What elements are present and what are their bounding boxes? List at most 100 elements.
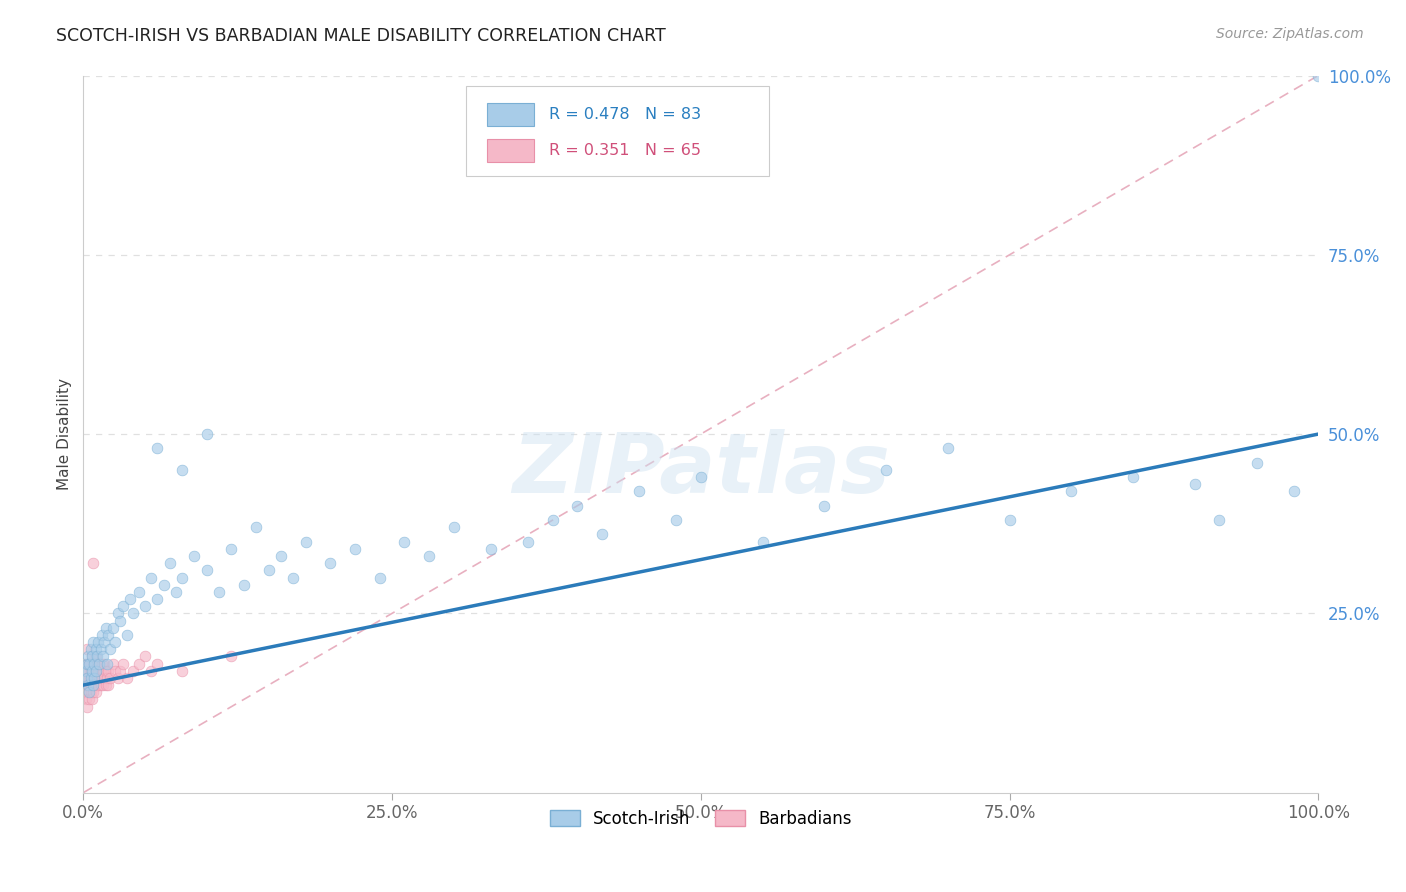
Text: R = 0.351   N = 65: R = 0.351 N = 65 — [548, 143, 700, 158]
Point — [146, 442, 169, 456]
Point — [1122, 470, 1144, 484]
Point — [120, 592, 142, 607]
Point — [1282, 484, 1305, 499]
Point — [84, 664, 107, 678]
Point — [319, 556, 342, 570]
Point — [77, 678, 100, 692]
Point — [101, 621, 124, 635]
Point — [87, 678, 110, 692]
Point — [110, 664, 132, 678]
Point — [84, 642, 107, 657]
Point — [90, 657, 112, 671]
Point — [418, 549, 440, 563]
Point — [84, 664, 107, 678]
Point — [121, 664, 143, 678]
Point — [76, 642, 98, 657]
Point — [86, 657, 108, 671]
Point — [80, 642, 103, 657]
Point — [107, 671, 129, 685]
Point — [283, 570, 305, 584]
Point — [76, 699, 98, 714]
Point — [93, 671, 115, 685]
Point — [172, 570, 194, 584]
Point — [80, 664, 103, 678]
Point — [165, 585, 187, 599]
Point — [86, 649, 108, 664]
Point — [208, 585, 231, 599]
Point — [1060, 484, 1083, 499]
Point — [195, 563, 218, 577]
Point — [96, 671, 118, 685]
Point — [343, 541, 366, 556]
Point — [80, 649, 103, 664]
Point — [90, 664, 112, 678]
Point — [813, 499, 835, 513]
Point — [100, 671, 122, 685]
Point — [80, 671, 103, 685]
Point — [121, 607, 143, 621]
Point — [97, 628, 120, 642]
Point — [221, 541, 243, 556]
Y-axis label: Male Disability: Male Disability — [58, 378, 72, 490]
Point — [80, 649, 103, 664]
Point — [91, 649, 114, 664]
Point — [82, 556, 104, 570]
Point — [104, 635, 127, 649]
Point — [134, 599, 156, 614]
Point — [141, 664, 163, 678]
Point — [75, 678, 97, 692]
Point — [77, 685, 100, 699]
Point — [159, 556, 181, 570]
Point — [541, 513, 564, 527]
Point — [183, 549, 205, 563]
Point — [76, 657, 98, 671]
Point — [111, 657, 134, 671]
Point — [1246, 456, 1268, 470]
Point — [93, 657, 115, 671]
Point — [479, 541, 502, 556]
Point — [232, 577, 254, 591]
Point — [875, 463, 897, 477]
Point — [83, 657, 105, 671]
Point — [221, 649, 243, 664]
Point — [628, 484, 651, 499]
Point — [89, 657, 111, 671]
Point — [83, 671, 105, 685]
Point — [77, 664, 100, 678]
Point — [97, 678, 120, 692]
Point — [104, 664, 127, 678]
Point — [80, 664, 103, 678]
Point — [134, 649, 156, 664]
Point — [83, 678, 105, 692]
Point — [245, 520, 267, 534]
Point — [1208, 513, 1230, 527]
Point — [128, 657, 150, 671]
Point — [87, 664, 110, 678]
Point — [257, 563, 280, 577]
Point — [79, 657, 101, 671]
Text: ZIPatlas: ZIPatlas — [512, 429, 890, 510]
Point — [107, 607, 129, 621]
Point — [146, 657, 169, 671]
Point — [80, 671, 103, 685]
Point — [101, 657, 124, 671]
Point — [90, 642, 112, 657]
Point — [172, 664, 194, 678]
Point — [89, 657, 111, 671]
Point — [80, 678, 103, 692]
Point — [90, 671, 112, 685]
Text: R = 0.478   N = 83: R = 0.478 N = 83 — [548, 107, 702, 121]
Point — [90, 628, 112, 642]
Point — [100, 642, 122, 657]
Point — [76, 657, 98, 671]
Point — [82, 685, 104, 699]
Point — [79, 685, 101, 699]
Point — [79, 657, 101, 671]
Bar — [486, 103, 534, 126]
Point — [73, 685, 96, 699]
Point — [80, 692, 103, 706]
Point — [1184, 477, 1206, 491]
Point — [115, 671, 138, 685]
Point — [97, 664, 120, 678]
Point — [368, 570, 391, 584]
